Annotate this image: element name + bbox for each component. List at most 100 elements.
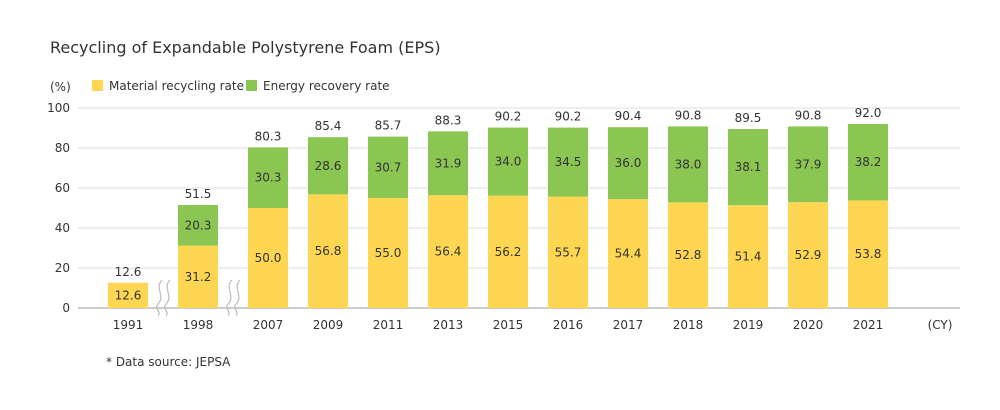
x-axis-unit-label: (CY) [928, 318, 953, 332]
bar-energy-2007 [248, 147, 288, 208]
y-axis-unit-label: (%) [50, 80, 71, 94]
bars [108, 124, 888, 308]
total-label-2015: 90.2 [495, 110, 522, 124]
legend-label-energy-recovery: Energy recovery rate [263, 79, 390, 93]
bar-energy-2017 [608, 127, 648, 200]
data-label-material-2020: 52.9 [795, 248, 822, 262]
data-label-material-1991: 12.6 [115, 288, 142, 302]
total-label-2018: 90.8 [675, 108, 702, 122]
data-label-material-2016: 55.7 [555, 245, 582, 259]
legend-swatch-energy-recovery [246, 80, 257, 91]
data-label-energy-2019: 38.1 [735, 160, 762, 174]
total-label-2013: 88.3 [435, 113, 462, 127]
y-tick-label-80: 80 [55, 141, 70, 155]
bar-material-2011 [368, 198, 408, 308]
bar-energy-2019 [728, 129, 768, 206]
data-label-energy-2018: 38.0 [675, 157, 702, 171]
total-label-2020: 90.8 [795, 108, 822, 122]
x-tick-label-2015: 2015 [493, 318, 524, 332]
x-tick-label-2021: 2021 [853, 318, 884, 332]
data-label-energy-2007: 30.3 [255, 171, 282, 185]
total-label-2016: 90.2 [555, 110, 582, 124]
data-label-material-2019: 51.4 [735, 250, 762, 264]
y-tick-label-20: 20 [55, 261, 70, 275]
data-labels: 12.6 12.6 31.2 20.3 51.5 50.0 30.3 80.3 56.8 28.6… [115, 106, 882, 302]
bar-material-2017 [608, 199, 648, 308]
x-tick-label-2019: 2019 [733, 318, 764, 332]
x-tick-label-2007: 2007 [253, 318, 284, 332]
bar-energy-2009 [308, 137, 348, 195]
data-source-note: * Data source: JEPSA [106, 355, 231, 369]
bar-energy-2015 [488, 127, 528, 196]
axis-break-1991-0 [156, 279, 163, 317]
bar-material-2016 [548, 196, 588, 308]
y-tick-label-100: 100 [47, 101, 70, 115]
bar-material-1991 [108, 282, 148, 308]
x-tick-label-2011: 2011 [373, 318, 404, 332]
bar-energy-2021 [848, 124, 888, 201]
data-label-material-2007: 50.0 [255, 251, 282, 265]
total-label-2019: 89.5 [735, 111, 762, 125]
bar-material-2020 [788, 202, 828, 308]
bar-material-2015 [488, 195, 528, 308]
y-tick-label-60: 60 [55, 181, 70, 195]
bar-material-2018 [668, 202, 708, 308]
bar-energy-2016 [548, 127, 588, 197]
chart-title: Recycling of Expandable Polystyrene Foam… [50, 38, 441, 57]
x-tick-label-2017: 2017 [613, 318, 644, 332]
data-label-material-2013: 56.4 [435, 245, 462, 259]
bar-energy-2011 [368, 136, 408, 198]
total-label-1991: 12.6 [115, 265, 142, 279]
bar-energy-1998 [178, 205, 218, 246]
y-tick-label-0: 0 [62, 301, 70, 315]
bar-energy-2013 [428, 131, 468, 196]
bar-material-1998 [178, 245, 218, 308]
legend-label-material-recycling: Material recycling rate [109, 79, 244, 93]
data-label-energy-2009: 28.6 [315, 159, 342, 173]
total-label-2007: 80.3 [255, 129, 282, 143]
legend-swatch-material-recycling [92, 80, 103, 91]
bar-material-2007 [248, 208, 288, 308]
data-label-material-2018: 52.8 [675, 248, 702, 262]
data-label-energy-2011: 30.7 [375, 160, 402, 174]
total-label-2021: 92.0 [855, 106, 882, 120]
data-label-material-2015: 56.2 [495, 245, 522, 259]
bar-material-2021 [848, 200, 888, 308]
data-label-energy-2017: 36.0 [615, 156, 642, 170]
x-tick-label-2013: 2013 [433, 318, 464, 332]
bar-material-2019 [728, 205, 768, 308]
legend: Material recycling rate Energy recovery … [92, 79, 390, 93]
bar-material-2009 [308, 194, 348, 308]
y-axis-ticks: 0 20 40 60 80 100 [47, 101, 70, 315]
x-tick-label-2018: 2018 [673, 318, 704, 332]
axis-break-1998-1 [234, 279, 241, 317]
bar-energy-2018 [668, 126, 708, 203]
data-label-material-1998: 31.2 [185, 270, 212, 284]
x-axis-ticks: 1991 1998 2007 2009 2011 2013 2015 2016 2017 2018… [113, 318, 884, 332]
data-label-material-2011: 55.0 [375, 246, 402, 260]
axis-breaks [156, 279, 241, 317]
total-label-2017: 90.4 [615, 109, 642, 123]
y-tick-label-40: 40 [55, 221, 70, 235]
x-tick-label-2009: 2009 [313, 318, 344, 332]
x-tick-label-2020: 2020 [793, 318, 824, 332]
bar-energy-2020 [788, 126, 828, 203]
data-label-material-2021: 53.8 [855, 247, 882, 261]
x-tick-label-1998: 1998 [183, 318, 214, 332]
axis-break-1998-0 [226, 279, 233, 317]
data-label-energy-2013: 31.9 [435, 156, 462, 170]
total-label-2009: 85.4 [315, 119, 342, 133]
data-label-energy-2016: 34.5 [555, 155, 582, 169]
total-label-2011: 85.7 [375, 119, 402, 133]
data-label-energy-2021: 38.2 [855, 155, 882, 169]
x-tick-label-2016: 2016 [553, 318, 584, 332]
data-label-energy-1998: 20.3 [185, 218, 212, 232]
data-label-energy-2020: 37.9 [795, 157, 822, 171]
x-tick-label-1991: 1991 [113, 318, 144, 332]
bar-material-2013 [428, 195, 468, 308]
data-label-material-2009: 56.8 [315, 244, 342, 258]
total-label-1998: 51.5 [185, 187, 212, 201]
data-label-energy-2015: 34.0 [495, 155, 522, 169]
data-label-material-2017: 54.4 [615, 247, 642, 261]
